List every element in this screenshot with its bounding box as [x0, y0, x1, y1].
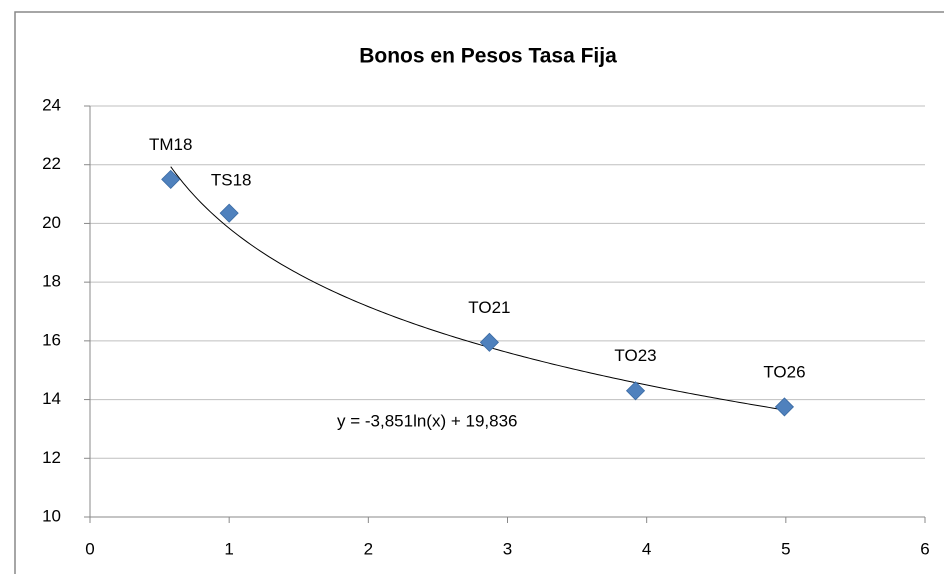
x-tick-label: 6	[920, 539, 929, 558]
point-label: TO26	[763, 362, 805, 381]
x-tick-label: 0	[85, 539, 94, 558]
point	[625, 381, 646, 401]
y-tick-label: 18	[42, 272, 61, 291]
point	[161, 169, 181, 189]
x-tick-label: 3	[503, 539, 512, 558]
point	[219, 203, 239, 223]
trendline-equation: y = -3,851ln(x) + 19,836	[337, 411, 518, 430]
point	[479, 332, 499, 352]
x-tick-label: 2	[364, 539, 373, 558]
y-tick-label: 20	[42, 213, 61, 232]
point-label: TS18	[211, 171, 252, 190]
x-tick-label: 4	[642, 539, 651, 558]
y-tick-label: 12	[42, 448, 61, 467]
y-tick-label: 22	[42, 154, 61, 173]
y-tick-label: 10	[42, 506, 61, 525]
point-label: TO23	[614, 346, 656, 365]
y-tick-label: 24	[42, 95, 61, 114]
chart-title: Bonos en Pesos Tasa Fija	[359, 45, 617, 68]
point	[774, 397, 795, 417]
point-label: TM18	[149, 135, 192, 154]
point-label: TO21	[468, 298, 510, 317]
trendline	[170, 166, 785, 411]
x-tick-label: 5	[781, 539, 790, 558]
x-tick-label: 1	[224, 539, 233, 558]
y-tick-label: 14	[42, 389, 61, 408]
chart-border	[14, 11, 944, 574]
y-tick-label: 16	[42, 330, 61, 349]
